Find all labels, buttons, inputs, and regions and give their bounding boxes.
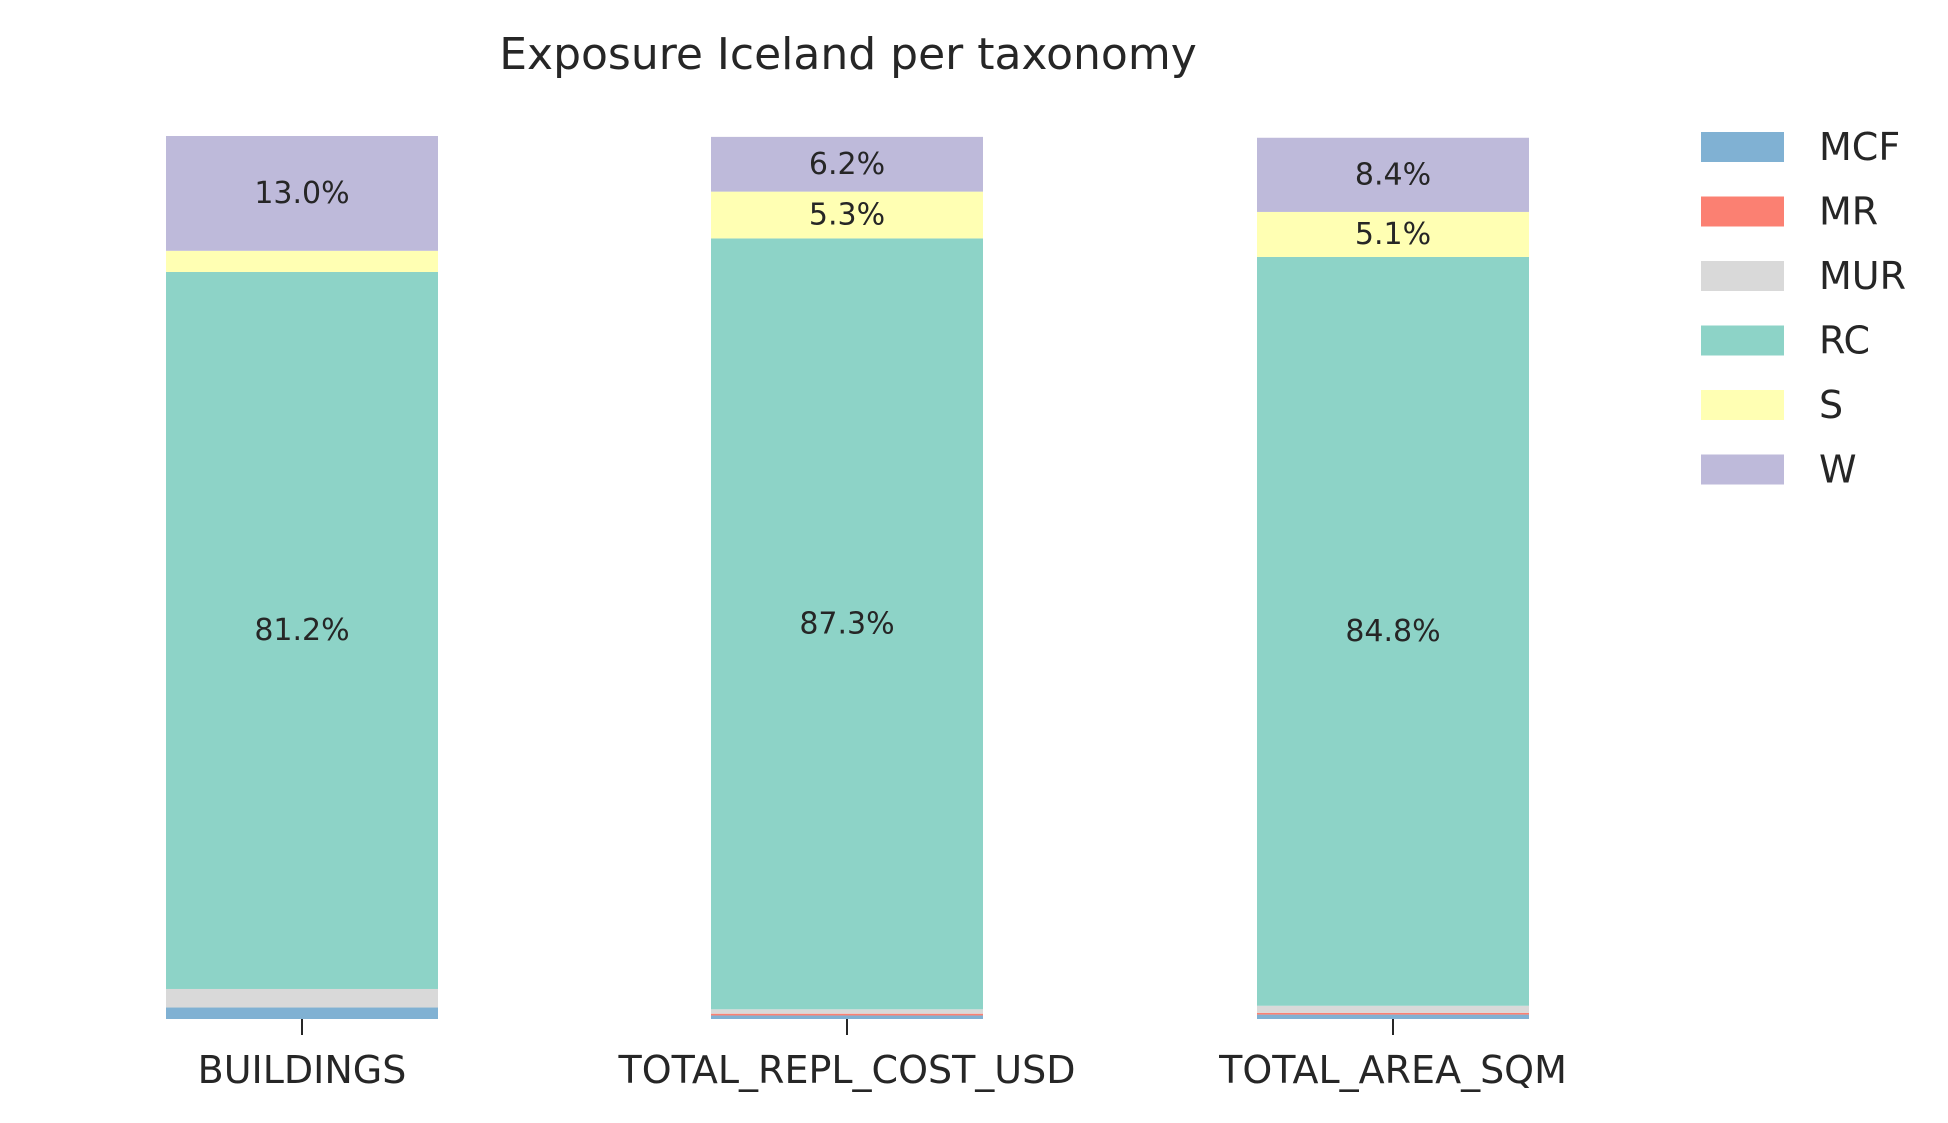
bar-segment-mur xyxy=(1257,1005,1529,1013)
data-label: 6.2% xyxy=(809,147,885,182)
data-label: 5.3% xyxy=(809,198,885,233)
x-tick-label: TOTAL_AREA_SQM xyxy=(1218,1048,1567,1092)
legend-label: RC xyxy=(1819,319,1870,363)
bar-segment-mr xyxy=(711,1013,983,1016)
legend-item-mur: MUR xyxy=(1701,254,1906,298)
bar-stack-total-area-sqm xyxy=(1257,137,1529,1019)
legend-label: S xyxy=(1819,383,1843,427)
bar-segment-w xyxy=(166,136,438,251)
data-label: 84.8% xyxy=(1345,614,1440,649)
legend-label: MCF xyxy=(1819,125,1900,169)
bars-layer xyxy=(166,136,1529,1019)
legend: MCF MR MUR RC SW xyxy=(1701,125,1906,492)
bar-stack-buildings xyxy=(166,136,438,1019)
legend-swatch xyxy=(1701,390,1784,420)
legend-label: MR xyxy=(1819,190,1878,234)
bar-segment-mcf xyxy=(166,1007,438,1019)
bar-segment-rc xyxy=(166,271,438,989)
legend-swatch xyxy=(1701,454,1784,485)
bar-segment-s xyxy=(166,250,438,272)
bar-segment-w xyxy=(711,136,983,192)
legend-item-rc: RC xyxy=(1701,319,1870,363)
legend-label: MUR xyxy=(1819,254,1906,298)
legend-swatch xyxy=(1701,325,1784,356)
legend-item-s: S xyxy=(1701,383,1843,427)
bar-segment-rc xyxy=(711,238,983,1010)
x-tick-label: TOTAL_REPL_COST_USD xyxy=(617,1048,1075,1092)
data-label: 87.3% xyxy=(799,606,894,641)
legend-swatch xyxy=(1701,132,1784,162)
bar-segment-mur xyxy=(166,988,438,1008)
bar-segment-rc xyxy=(1257,256,1529,1006)
data-label: 8.4% xyxy=(1355,157,1431,192)
data-label: 5.1% xyxy=(1355,217,1431,252)
data-label: 81.2% xyxy=(254,613,349,648)
bar-segment-s xyxy=(711,191,983,239)
legend-item-w: W xyxy=(1701,448,1857,492)
bar-segment-mr xyxy=(1257,1012,1529,1015)
x-axis: BUILDINGS TOTAL_REPL_COST_USD TOTAL_AREA_S… xyxy=(198,1019,1567,1092)
x-tick-label: BUILDINGS xyxy=(198,1048,407,1092)
bar-segment-mur xyxy=(711,1009,983,1014)
bar-stack-total-repl-cost-usd xyxy=(711,136,983,1019)
legend-label: W xyxy=(1819,448,1857,492)
legend-item-mr: MR xyxy=(1701,190,1878,234)
legend-item-mcf: MCF xyxy=(1701,125,1900,169)
legend-swatch xyxy=(1701,196,1784,227)
bar-segment-mcf xyxy=(1257,1014,1529,1019)
bar-segment-mcf xyxy=(711,1015,983,1019)
bar-segment-w xyxy=(1257,137,1529,212)
chart-title: Exposure Iceland per taxonomy xyxy=(499,29,1197,80)
legend-swatch xyxy=(1701,261,1784,291)
bar-segment-s xyxy=(1257,211,1529,257)
data-label: 13.0% xyxy=(254,176,349,211)
data-labels-layer: 13.0% 81.2% 6.2% 5.3% 87.3% 8.4% 5.1% 84.8% xyxy=(254,147,1440,649)
